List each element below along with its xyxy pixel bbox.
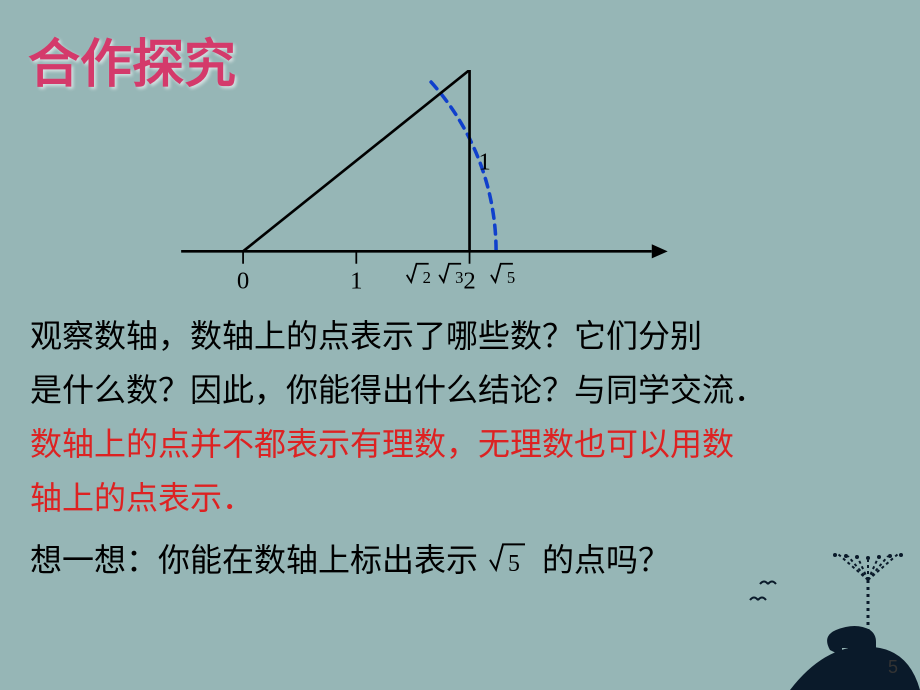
svg-text:5: 5 [507, 268, 515, 287]
think-suffix: 的点吗？ [542, 542, 670, 578]
statement-1-text: 数轴上的点并不都表示有理数，无理数也可以用数 [30, 426, 734, 462]
think-prefix: 想一想：你能在数轴上标出表示 [30, 542, 478, 578]
svg-text:5: 5 [508, 551, 520, 577]
question-line-1: 观察数轴，数轴上的点表示了哪些数？它们分别 [30, 310, 890, 363]
statement-line-1: 数轴上的点并不都表示有理数，无理数也可以用数 [30, 418, 890, 471]
statement-line-2: 轴上的点表示． [30, 472, 890, 525]
svg-text:3: 3 [455, 268, 463, 287]
svg-text:2: 2 [463, 268, 475, 295]
svg-text:0: 0 [237, 268, 249, 295]
sqrt-5-inline: 5 [488, 543, 532, 577]
svg-text:1: 1 [350, 268, 362, 295]
page-number: 5 [888, 657, 898, 678]
svg-text:2: 2 [423, 268, 431, 287]
number-line-diagram: 0122351 [140, 70, 700, 300]
question-line-2: 是什么数？因此，你能得出什么结论？与同学交流． [30, 364, 890, 417]
svg-text:1: 1 [478, 149, 490, 176]
